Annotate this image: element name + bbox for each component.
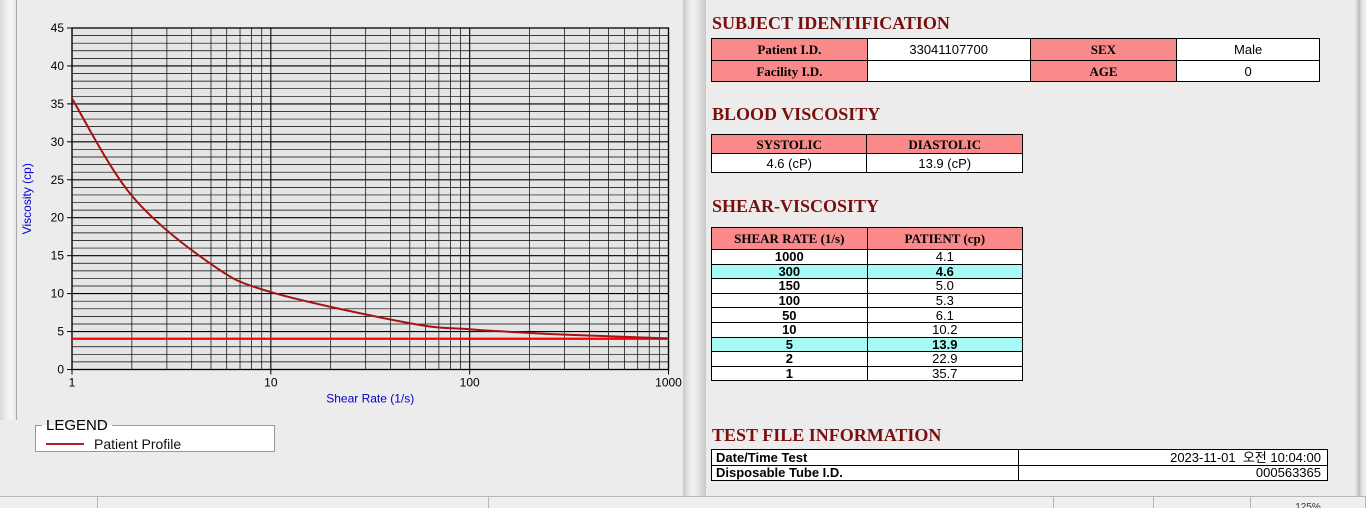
svg-text:1: 1 (69, 376, 76, 390)
svg-text:40: 40 (51, 59, 65, 73)
svg-text:0: 0 (57, 363, 64, 377)
svg-text:100: 100 (460, 376, 480, 390)
svg-text:10: 10 (51, 287, 65, 301)
svg-text:25: 25 (51, 173, 65, 187)
svg-text:30: 30 (51, 135, 65, 149)
svg-text:45: 45 (51, 21, 65, 35)
svg-text:35: 35 (51, 97, 65, 111)
svg-text:10: 10 (264, 376, 278, 390)
svg-text:Viscosity (cp): Viscosity (cp) (20, 163, 34, 234)
svg-text:Shear Rate (1/s): Shear Rate (1/s) (326, 392, 414, 406)
svg-text:1000: 1000 (655, 376, 682, 390)
svg-text:15: 15 (51, 249, 65, 263)
svg-text:20: 20 (51, 211, 65, 225)
svg-text:5: 5 (57, 325, 64, 339)
